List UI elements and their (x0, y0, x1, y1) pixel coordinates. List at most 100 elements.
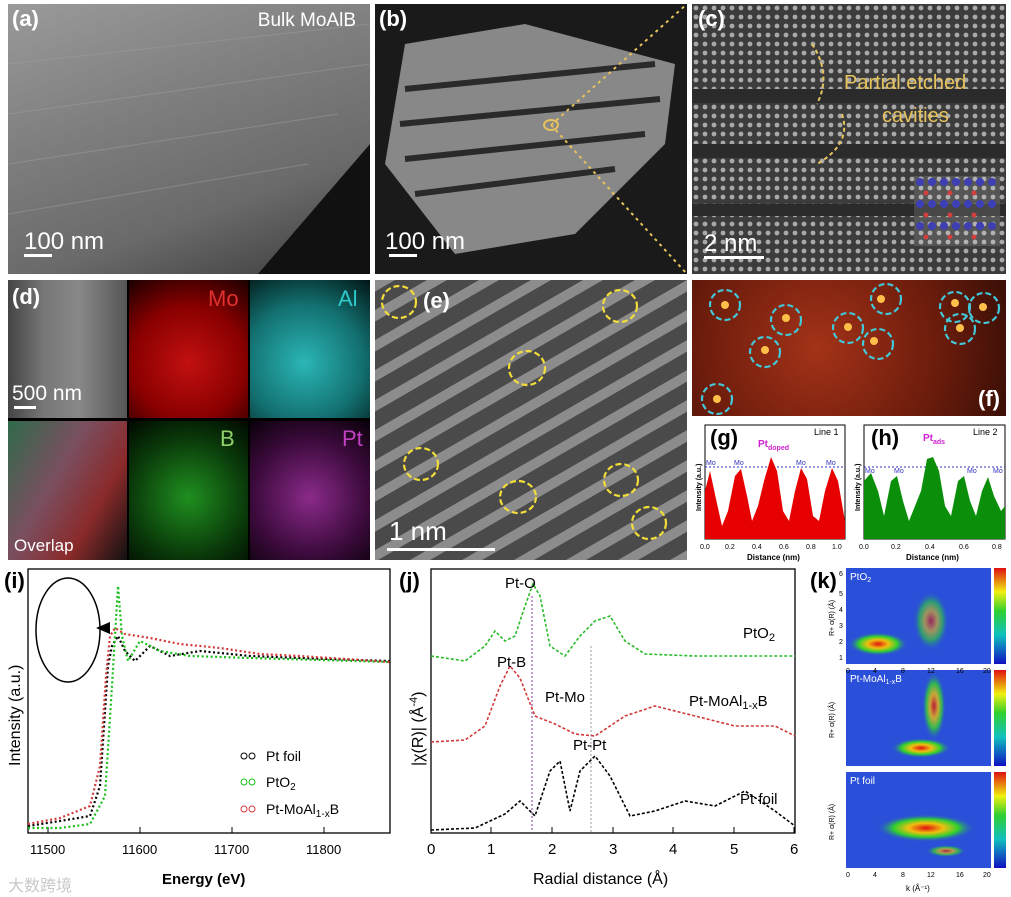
map-label-al: Al (338, 286, 358, 311)
k-xtick-b2: 8 (901, 872, 905, 879)
j-curve-ptfoil: Pt foil (740, 791, 778, 808)
panel-label-e: (e) (423, 288, 450, 313)
k-map-moal-sub: 1-x (886, 679, 896, 686)
k-xtick-b0: 0 (846, 872, 850, 879)
xanes-plot: 11500 11600 11700 11800 Energy (eV) Inte… (7, 568, 391, 888)
g-tick-2: 0.4 (752, 544, 762, 551)
panel-label-i: (i) (4, 568, 25, 593)
i-tick-2: 11700 (214, 842, 249, 857)
g-peak-sub: doped (768, 445, 789, 452)
j-curve-pto2-sub: 2 (769, 632, 775, 644)
h-tick-2: 0.4 (925, 544, 935, 551)
panel-a-title: Bulk MoAlB (257, 10, 356, 31)
g-mo-2: Mo (734, 460, 744, 467)
watermark: 大数跨境 (8, 876, 73, 895)
panel-label-k: (k) (810, 568, 837, 593)
svg-text:Ptdoped: Ptdoped (758, 439, 789, 452)
panel-i-xanes: 11500 11600 11700 11800 Energy (eV) Inte… (0, 566, 395, 897)
svg-text:PtO2: PtO2 (743, 625, 775, 644)
k-xtick-0: 0 (846, 668, 850, 675)
panel-g-profile: 0.0 0.2 0.4 0.6 0.8 1.0 Distance (nm) In… (692, 421, 849, 564)
k-ytick-5: 5 (839, 591, 843, 598)
g-tick-3: 0.6 (779, 544, 789, 551)
g-peak: Pt (758, 439, 769, 450)
j-tick-2: 2 (548, 841, 556, 858)
h-tick-1: 0.2 (891, 544, 901, 551)
j-tick-1: 1 (487, 841, 495, 858)
g-xlabel: Distance (nm) (747, 553, 800, 562)
svg-text:Pt-MoAl1-xB: Pt-MoAl1-xB (266, 801, 339, 820)
h-mo-1: Mo (865, 468, 875, 475)
i-tick-1: 11600 (122, 842, 157, 857)
scale-label-e: 1 nm (389, 516, 447, 546)
k-ylabel-1: R+ α(R) (Å) (827, 600, 836, 636)
k-xtick-b1: 4 (873, 872, 877, 879)
svg-text:PtO2: PtO2 (850, 572, 871, 584)
k-xtick-2: 8 (901, 668, 905, 675)
sem-texture (8, 23, 370, 274)
i-ylabel: Intensity (a.u.) (7, 665, 24, 766)
svg-text:Ptads: Ptads (923, 433, 945, 446)
k-xtick-5: 20 (983, 668, 991, 675)
i-legend-pto-sub: 2 (290, 782, 296, 793)
i-legend-pto: PtO (266, 774, 290, 790)
k-ylabel-3: R+ α(R) (Å) (827, 804, 836, 840)
f-markers (700, 282, 1001, 416)
scale-bar-a (24, 254, 52, 257)
curve-j-pto2 (430, 582, 795, 662)
k-xtick-4: 16 (956, 668, 964, 675)
j-tick-5: 5 (730, 841, 738, 858)
g-tick-4: 0.8 (806, 544, 816, 551)
i-xlabel: Energy (eV) (162, 871, 245, 888)
curve-pt-foil (27, 633, 391, 828)
scale-label-a: 100 nm (24, 228, 105, 255)
k-ylabel-2: R+ α(R) (Å) (827, 702, 836, 738)
g-mo-4: Mo (826, 460, 836, 467)
pt-atom-markers (380, 284, 668, 541)
scale-bar-d (14, 406, 36, 409)
i-tick-3: 11800 (306, 842, 341, 857)
j-peak-ptmo: Pt-Mo (545, 689, 585, 706)
h-mo-3: Mo (967, 468, 977, 475)
curve-j-ptfoil (430, 754, 796, 831)
map-overlap (8, 421, 127, 560)
j-peak-pto: Pt-O (505, 575, 536, 592)
profile-h-plot: 0.0 0.2 0.4 0.6 0.8 Distance (nm) Intens… (855, 424, 1006, 562)
k-ytick-3: 3 (839, 623, 843, 630)
i-legend-moal-sub: 1-x (316, 809, 330, 820)
svg-text:Pt-MoAl1-xB: Pt-MoAl1-xB (850, 674, 902, 686)
k-xtick-b3: 12 (927, 872, 935, 879)
h-peak-sub: ads (933, 439, 945, 446)
j-peak-ptb: Pt-B (497, 654, 526, 671)
i-legend-moal: Pt-MoAl (266, 801, 316, 817)
j-tick-3: 3 (609, 841, 617, 858)
h-tick-3: 0.6 (959, 544, 969, 551)
map-label-pt: Pt (342, 426, 363, 451)
h-mo-4: Mo (993, 468, 1003, 475)
panel-label-d: (d) (12, 284, 41, 309)
panel-c-stem: (c) Partial etched cavities 2 nm (692, 4, 1006, 274)
wavelet-map-pto2 (846, 568, 1006, 664)
crystal-model (914, 176, 1000, 246)
svg-text:Pt-MoAl1-xB: Pt-MoAl1-xB (689, 693, 768, 712)
map-al (250, 280, 370, 418)
panel-label-g: (g) (710, 425, 739, 450)
panel-e-haadf: (e) 1 nm (375, 280, 687, 560)
haadf-lattice (375, 280, 687, 560)
k-xtick-b4: 16 (956, 872, 964, 879)
g-tick-5: 1.0 (832, 544, 842, 551)
scale-bar-e (387, 548, 495, 551)
panel-label-c: (c) (698, 6, 725, 31)
wavelet-map-moalb (846, 670, 1006, 766)
curve-j-moalb (430, 664, 796, 743)
h-tick-0: 0.0 (859, 544, 869, 551)
k-map-pto: PtO (850, 572, 867, 583)
map-pt (250, 421, 370, 560)
map-b (129, 421, 248, 560)
panel-label-a: (a) (12, 6, 39, 31)
inset-arrow (96, 622, 110, 634)
panel-j-exafs: 0 1 2 3 4 5 6 Radial distance (Å) |χ(R)|… (395, 566, 805, 897)
i-legend-pt-foil: Pt foil (266, 748, 301, 764)
svg-text:PtO2: PtO2 (266, 774, 296, 793)
j-curve-moal-b: B (758, 693, 768, 710)
